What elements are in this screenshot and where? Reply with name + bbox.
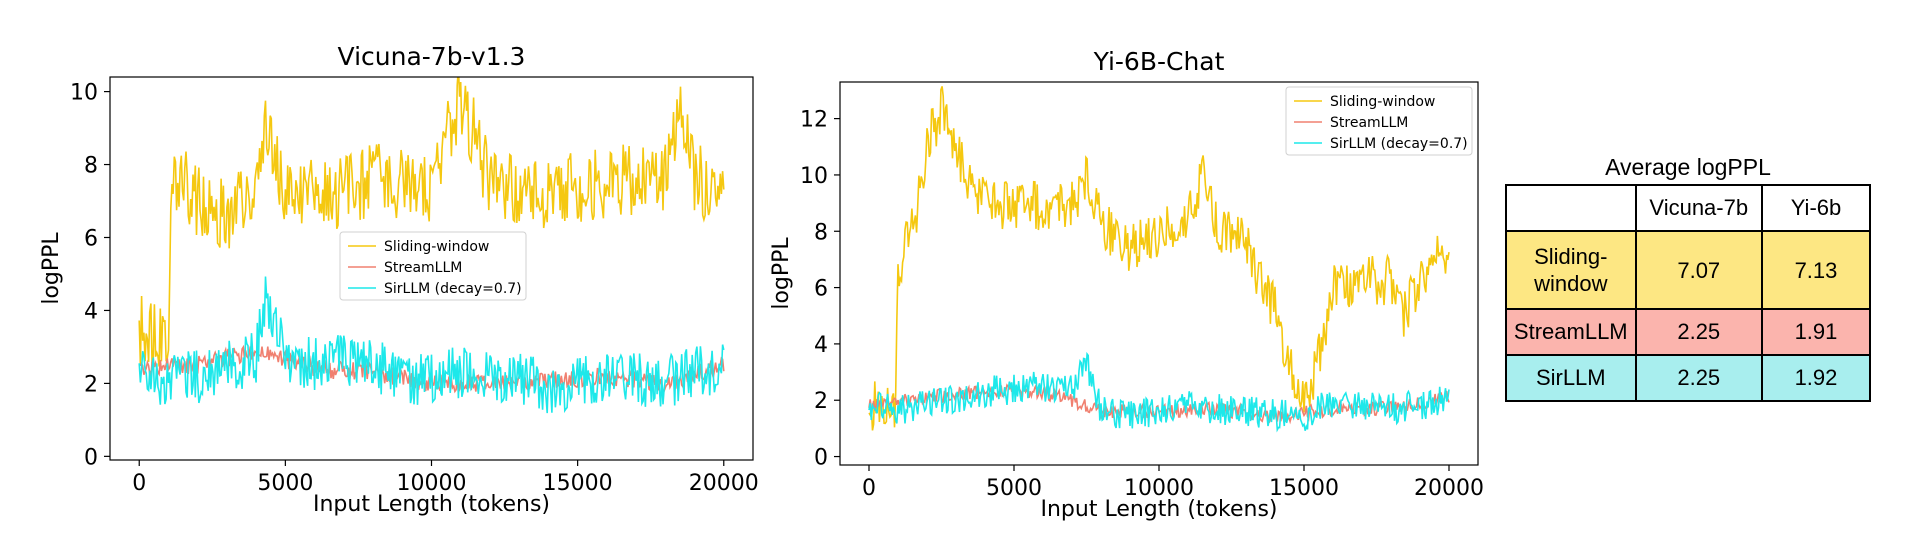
cell-sliding-window-vicuna: 7.07	[1634, 230, 1763, 310]
row-label-sirllm: SirLLM	[1505, 354, 1637, 402]
average-logppl-table: Vicuna-7b Yi-6b Sliding- window 7.07 7.1…	[1505, 184, 1872, 402]
table-row-sliding-window: Sliding- window 7.07 7.13	[1505, 230, 1872, 310]
x-tick-label: 0	[132, 471, 146, 496]
series-line-sliding-window	[138, 77, 725, 367]
cell-sirllm-yi: 1.92	[1760, 354, 1872, 402]
legend-label: SirLLM (decay=0.7)	[1330, 136, 1468, 152]
cell-sirllm-vicuna: 2.25	[1634, 354, 1763, 402]
x-tick-label: 5000	[257, 471, 313, 496]
chart-title: Vicuna-7b-v1.3	[338, 42, 526, 71]
row-label-line1: Sliding-	[1534, 244, 1608, 269]
y-tick-label: 6	[84, 226, 98, 251]
x-tick-label: 10000	[1124, 476, 1194, 501]
y-tick-label: 4	[814, 333, 828, 358]
y-tick-label: 0	[814, 446, 828, 471]
legend-box	[339, 231, 527, 301]
series-line-sirllm-decay-0-7-	[138, 276, 725, 414]
line-charts: 0 5000 10000 15000 20000 0 2 4 6 8 10 Vicuna-7b-v1.…	[39, 42, 1484, 522]
x-axis-label: Input Length (tokens)	[313, 492, 550, 517]
x-axis-label: Input Length (tokens)	[1041, 497, 1278, 522]
table-row-sirllm: SirLLM 2.25 1.92	[1505, 354, 1872, 402]
row-label-line2: window	[1534, 271, 1608, 296]
cell-sliding-window-yi: 7.13	[1760, 230, 1872, 310]
legend-label: SirLLM (decay=0.7)	[384, 281, 522, 297]
y-tick-label: 8	[814, 220, 828, 245]
x-tick-label: 20000	[689, 471, 759, 496]
chart-panel-0: 0 5000 10000 15000 20000 0 2 4 6 8 10 Vicuna-7b-v1.…	[39, 42, 759, 517]
y-axis-label: logPPL	[39, 232, 64, 305]
legend-label: StreamLLM	[384, 260, 462, 276]
table-row-streamllm: StreamLLM 2.25 1.91	[1505, 308, 1872, 356]
table-header-row: Vicuna-7b Yi-6b	[1505, 184, 1872, 232]
legend-box	[1285, 86, 1473, 156]
cell-streamllm-vicuna: 2.25	[1634, 308, 1763, 356]
y-tick-label: 10	[70, 81, 98, 106]
row-label-sliding-window: Sliding- window	[1505, 230, 1637, 310]
y-tick-label: 2	[84, 372, 98, 397]
x-tick-label: 5000	[986, 476, 1042, 501]
table-header-cell-yi: Yi-6b	[1760, 184, 1872, 232]
table-header-cell-vicuna: Vicuna-7b	[1634, 184, 1763, 232]
x-tick-label: 10000	[397, 471, 467, 496]
x-tick-label: 15000	[543, 471, 613, 496]
y-tick-label: 4	[84, 299, 98, 324]
legend-label: Sliding-window	[384, 239, 489, 255]
y-tick-label: 2	[814, 389, 828, 414]
table-title: Average logPPL	[1605, 154, 1771, 180]
series-line-sirllm-decay-0-7-	[868, 351, 1450, 433]
row-label-streamllm: StreamLLM	[1505, 308, 1637, 356]
y-tick-label: 12	[800, 108, 828, 133]
table-header-cell-empty	[1505, 184, 1637, 232]
chart-title: Yi-6B-Chat	[1093, 47, 1225, 76]
x-tick-label: 0	[862, 476, 876, 501]
y-tick-label: 0	[84, 445, 98, 470]
legend-label: Sliding-window	[1330, 94, 1435, 110]
y-tick-label: 10	[800, 164, 828, 189]
x-tick-label: 15000	[1269, 476, 1339, 501]
chart-panel-1: 0 5000 10000 15000 20000 0 2 4 6 8 10 12 Yi-6B-Chat I…	[769, 47, 1484, 522]
legend-label: StreamLLM	[1330, 115, 1408, 131]
average-logppl-table-block: Average logPPL Vicuna-7b Yi-6b Sliding- …	[1505, 150, 1872, 402]
y-axis-label: logPPL	[769, 237, 794, 310]
cell-streamllm-yi: 1.91	[1760, 308, 1872, 356]
y-tick-label: 8	[84, 154, 98, 179]
x-tick-label: 20000	[1414, 476, 1484, 501]
series-line-sliding-window	[868, 86, 1450, 431]
y-tick-label: 6	[814, 277, 828, 302]
